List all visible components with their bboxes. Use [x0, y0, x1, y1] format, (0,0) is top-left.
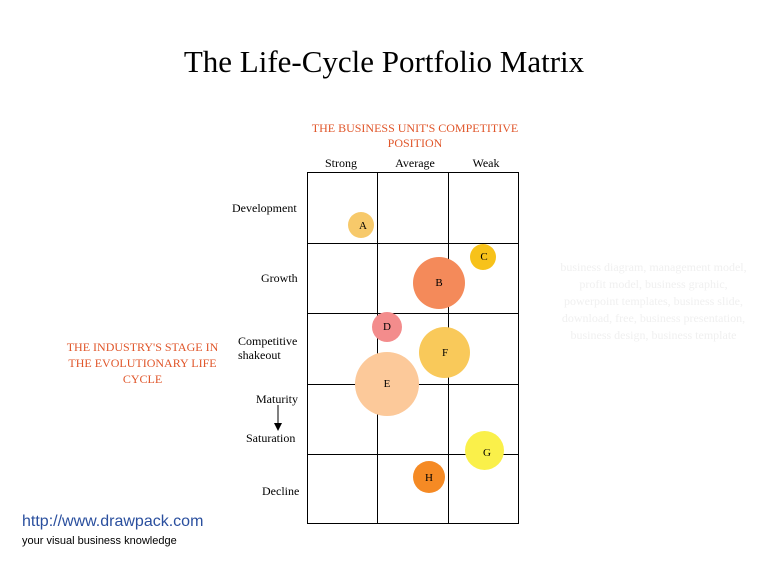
- row-label-maturity: Maturity: [256, 392, 298, 406]
- grid-column-divider: [377, 173, 378, 523]
- column-label-strong: Strong: [324, 156, 357, 170]
- bubble-a: [348, 212, 374, 238]
- bubble-label-a: A: [359, 220, 367, 232]
- bubble-c: [470, 244, 496, 270]
- grid-row-divider: [308, 313, 518, 314]
- bubble-label-c: C: [480, 251, 488, 263]
- row-label-saturation: Saturation: [246, 431, 296, 445]
- column-label-weak: Weak: [472, 156, 500, 170]
- column-axis-title: THE BUSINESS UNIT'S COMPETITIVE POSITION: [311, 121, 519, 150]
- row-label-development: Development: [232, 201, 297, 215]
- bubble-label-h: H: [425, 472, 433, 484]
- row-label-competitive-shakeout: Competitive shakeout: [238, 334, 298, 362]
- grid-row-divider: [308, 454, 518, 455]
- bubble-label-e: E: [383, 378, 391, 390]
- bubble-g: [465, 431, 504, 470]
- bubble-b: [413, 257, 465, 309]
- bubble-f: [419, 327, 470, 378]
- down-arrow-icon: [274, 405, 282, 431]
- page-title: The Life-Cycle Portfolio Matrix: [183, 44, 585, 79]
- footer-tagline: your visual business knowledge: [22, 535, 177, 547]
- bubble-label-f: F: [441, 347, 449, 359]
- watermark-text: business diagram, management model, prof…: [560, 260, 747, 342]
- footer-link[interactable]: http://www.drawpack.com: [22, 513, 204, 530]
- bubble-e: [355, 352, 419, 416]
- bubble-d: [372, 312, 402, 342]
- bubble-h: [413, 461, 445, 493]
- bubble-label-g: G: [483, 447, 491, 459]
- grid-row-divider: [308, 243, 518, 244]
- bubble-label-b: B: [435, 277, 443, 289]
- column-label-average: Average: [395, 156, 435, 170]
- row-axis-title: THE INDUSTRY'S STAGE IN THE EVOLUTIONARY…: [66, 340, 219, 386]
- bubble-label-d: D: [383, 321, 391, 333]
- row-label-growth: Growth: [261, 271, 298, 285]
- row-label-decline: Decline: [262, 484, 300, 498]
